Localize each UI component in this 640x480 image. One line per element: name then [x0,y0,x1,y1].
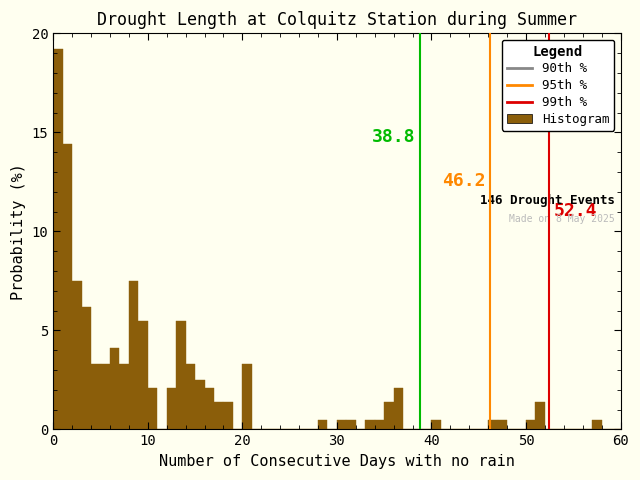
X-axis label: Number of Consecutive Days with no rain: Number of Consecutive Days with no rain [159,454,515,469]
Bar [195,380,205,430]
Text: 46.2: 46.2 [442,172,485,190]
Bar [592,420,602,430]
Bar [82,307,91,430]
Bar [148,388,157,430]
Text: 52.4: 52.4 [554,202,597,220]
Bar [223,402,233,430]
Bar [138,321,148,430]
Bar [176,321,186,430]
Bar [337,420,346,430]
Bar [374,420,384,430]
Bar [431,420,441,430]
Title: Drought Length at Colquitz Station during Summer: Drought Length at Colquitz Station durin… [97,11,577,29]
Bar [384,402,394,430]
Bar [394,388,403,430]
Text: 38.8: 38.8 [372,129,415,146]
Bar [129,281,138,430]
Bar [167,388,176,430]
Bar [488,420,498,430]
Bar [100,364,110,430]
Bar [110,348,120,430]
Bar [346,420,356,430]
Bar [205,388,214,430]
Bar [536,402,545,430]
Bar [120,364,129,430]
Y-axis label: Probability (%): Probability (%) [11,163,26,300]
Bar [186,364,195,430]
Text: 146 Drought Events: 146 Drought Events [480,194,615,207]
Bar [72,281,82,430]
Bar [365,420,374,430]
Bar [243,364,252,430]
Text: Made on 8 May 2025: Made on 8 May 2025 [509,214,615,224]
Bar [91,364,100,430]
Bar [214,402,223,430]
Bar [53,49,63,430]
Bar [526,420,536,430]
Bar [498,420,507,430]
Bar [63,144,72,430]
Legend: 90th %, 95th %, 99th %, Histogram: 90th %, 95th %, 99th %, Histogram [502,40,614,131]
Bar [318,420,328,430]
